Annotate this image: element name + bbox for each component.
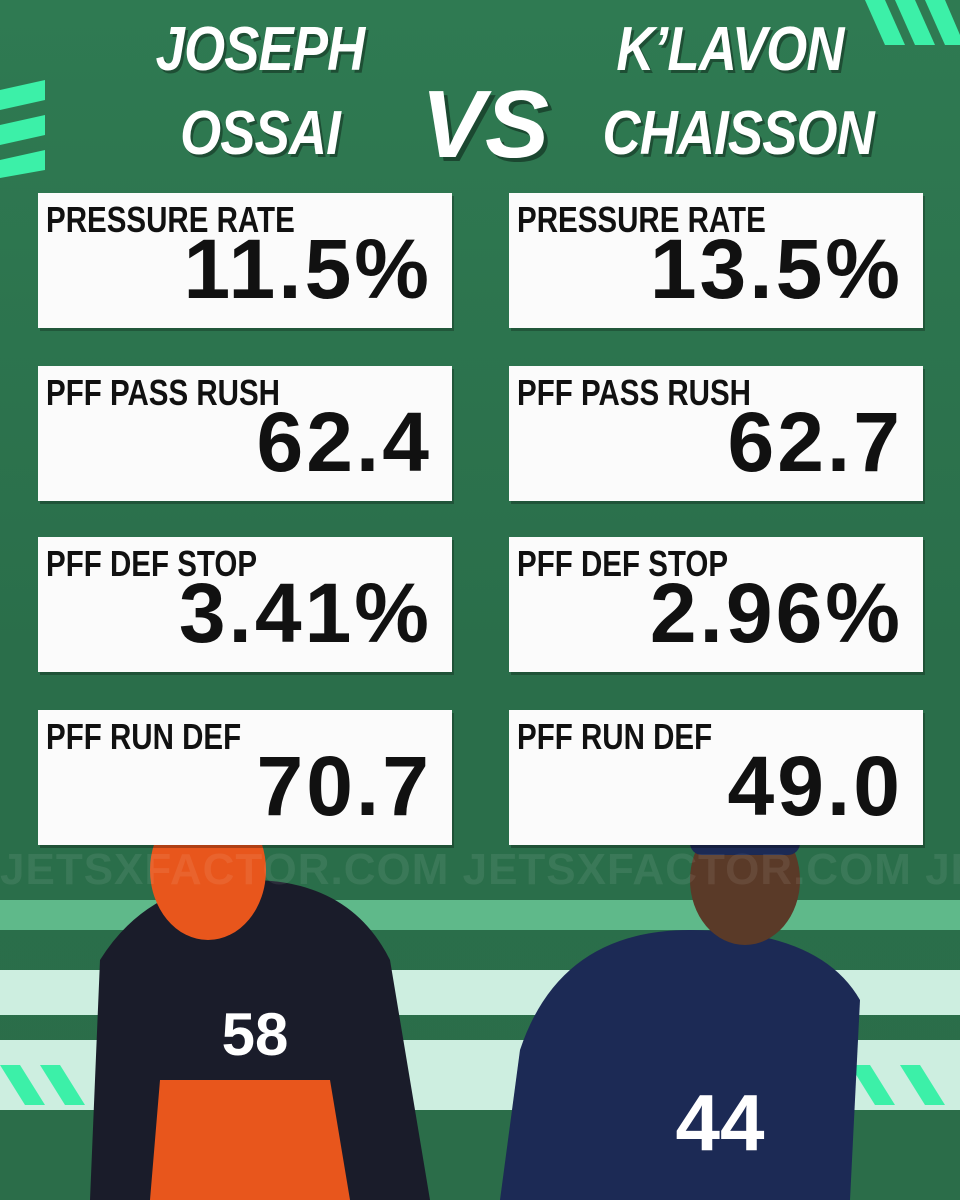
svg-text:44: 44 [676, 1078, 765, 1167]
stat-card: PFF RUN DEF 70.7 [38, 710, 452, 845]
player-name: CHAISSON [602, 99, 875, 168]
stat-card: PFF PASS RUSH 62.7 [509, 366, 923, 501]
watermark-text: JETSXFACTOR.COM [925, 845, 960, 894]
player-left: 58 [90, 800, 430, 1200]
player-name: JOSEPH [155, 15, 366, 84]
watermark-text: JETSXFACTOR.COM [462, 845, 912, 894]
stat-label: PFF PASS RUSH [46, 372, 281, 413]
stat-value: 13.5% [649, 222, 903, 316]
stat-value: 3.41% [178, 566, 432, 660]
player-name: K’LAVON [616, 15, 844, 84]
stat-value: 62.4 [256, 395, 432, 489]
stat-value: 11.5% [183, 222, 432, 316]
stat-card: PFF RUN DEF 49.0 [509, 710, 923, 845]
stat-label: PFF DEF STOP [46, 543, 258, 584]
stat-label: PFF RUN DEF [517, 716, 713, 757]
stat-label: PRESSURE RATE [46, 199, 295, 240]
watermark: JETSXFACTOR.COM JETSXFACTOR.COM JETSXFAC… [0, 845, 960, 895]
stat-card: PRESSURE RATE 11.5% [38, 193, 452, 328]
stat-card: PFF DEF STOP 3.41% [38, 537, 452, 672]
stat-value: 62.7 [727, 395, 903, 489]
vs-text: VS [420, 71, 550, 178]
player-right: 44 [500, 815, 860, 1200]
stat-label: PFF PASS RUSH [517, 372, 752, 413]
stat-card: PFF DEF STOP 2.96% [509, 537, 923, 672]
stat-card: PFF PASS RUSH 62.4 [38, 366, 452, 501]
player-name: OSSAI [180, 99, 341, 168]
watermark-text: JETSXFACTOR.COM [0, 845, 450, 894]
stat-value: 70.7 [256, 739, 432, 833]
stat-label: PFF RUN DEF [46, 716, 242, 757]
stat-label: PFF DEF STOP [517, 543, 729, 584]
stat-value: 2.96% [649, 566, 903, 660]
svg-text:58: 58 [222, 1001, 289, 1068]
corner-stripes [0, 0, 960, 178]
stat-value: 49.0 [727, 739, 903, 833]
stat-card: PRESSURE RATE 13.5% [509, 193, 923, 328]
stat-label: PRESSURE RATE [517, 199, 766, 240]
